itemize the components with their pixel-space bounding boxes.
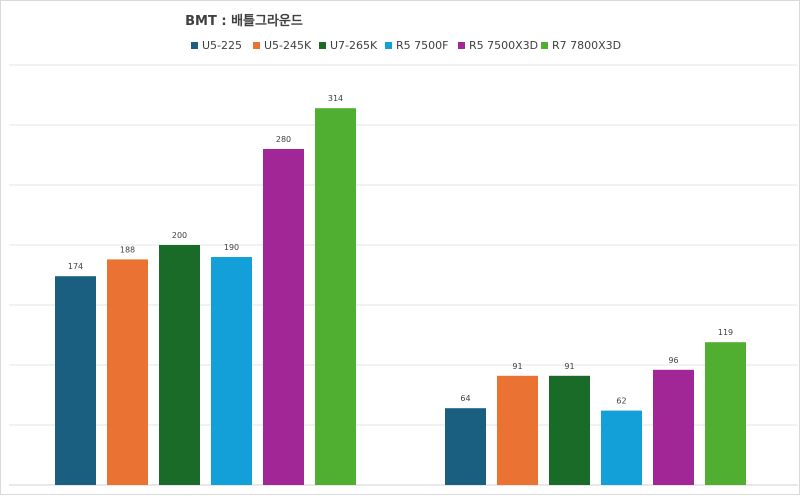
data-label: 280	[276, 135, 291, 144]
legend-swatch	[319, 42, 326, 49]
legend-label: U5-245K	[264, 39, 312, 52]
bar	[653, 369, 694, 485]
legend-swatch	[253, 42, 260, 49]
data-label: 91	[564, 362, 574, 371]
bar	[263, 149, 304, 485]
data-label: 188	[120, 245, 135, 254]
bars	[55, 108, 746, 485]
bar	[497, 375, 538, 485]
bar	[55, 276, 96, 485]
data-label: 314	[328, 94, 343, 103]
data-label: 119	[718, 328, 733, 337]
bar	[211, 257, 252, 485]
legend-label: U5-225	[202, 39, 242, 52]
data-label: 190	[224, 243, 239, 252]
legend-label: U7-265K	[330, 39, 378, 52]
bar	[705, 342, 746, 485]
legend-swatch	[385, 42, 392, 49]
legend-label: R7 7800X3D	[552, 39, 621, 52]
legend-swatch	[541, 42, 548, 49]
data-label: 96	[668, 356, 678, 365]
data-label: 62	[616, 397, 626, 406]
data-labels: 174 188 200 190 280 314 64 91 91 62 96 119	[68, 94, 733, 405]
bar	[445, 408, 486, 485]
bar	[107, 259, 148, 485]
data-label: 174	[68, 262, 83, 271]
data-label: 200	[172, 231, 187, 240]
bar	[159, 245, 200, 485]
bar	[601, 410, 642, 485]
bar	[549, 375, 590, 485]
legend-label: R5 7500X3D	[469, 39, 538, 52]
legend-swatch	[458, 42, 465, 49]
data-label: 64	[460, 394, 470, 403]
legend-swatch	[191, 42, 198, 49]
data-label: 91	[512, 362, 522, 371]
legend: U5-225 U5-245K U7-265K R5 7500F R5 7500X3D R7…	[191, 39, 621, 52]
bar	[315, 108, 356, 485]
chart-title: BMT : 배틀그라운드	[185, 13, 303, 29]
legend-label: R5 7500F	[396, 39, 448, 52]
